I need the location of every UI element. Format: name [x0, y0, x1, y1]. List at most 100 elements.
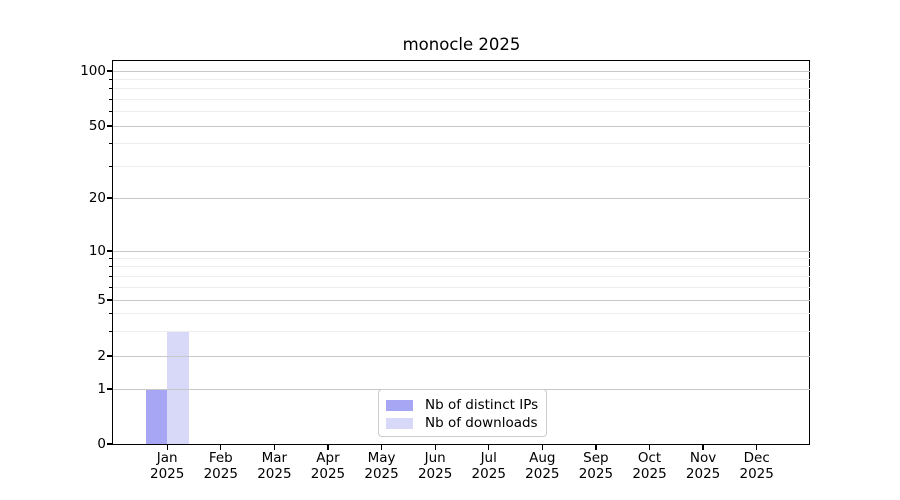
x-tick-month: Feb — [208, 450, 233, 466]
y-minor-tick-mark — [109, 111, 113, 113]
x-tick-month: Aug — [529, 450, 556, 466]
y-tick-label: 1 — [97, 381, 106, 397]
y-gridline-minor — [113, 266, 810, 268]
x-tick-mark — [541, 444, 543, 450]
x-tick-mark — [756, 444, 758, 450]
x-tick-label: Apr 2025 — [286, 450, 370, 482]
y-gridline-minor — [113, 286, 810, 288]
y-gridline-minor — [113, 313, 810, 315]
y-tick-label: 5 — [97, 292, 106, 308]
x-tick-year: 2025 — [578, 465, 614, 482]
y-minor-tick-mark — [109, 257, 113, 259]
y-tick-mark — [106, 388, 113, 390]
y-gridline-major — [113, 197, 810, 199]
x-tick-year: 2025 — [310, 465, 346, 482]
x-tick-month: Dec — [743, 450, 770, 466]
y-tick-label: 100 — [80, 63, 106, 79]
y-gridline-minor — [113, 78, 810, 80]
x-tick-mark — [273, 444, 276, 450]
x-tick-label: Oct 2025 — [608, 450, 692, 482]
x-tick-month: Nov — [689, 450, 717, 466]
ticks-layer — [106, 61, 810, 450]
y-minor-tick-mark — [109, 98, 113, 100]
x-tick-month: Jun — [424, 450, 446, 466]
y-tick-label: 0 — [97, 436, 106, 452]
x-tick-year: 2025 — [417, 465, 453, 482]
x-tick-year: 2025 — [257, 465, 292, 482]
bars-layer — [113, 61, 810, 444]
y-minor-tick-mark — [109, 165, 113, 167]
chart-title: monocle 2025 — [402, 35, 521, 54]
y-tick-label: 2 — [97, 348, 106, 364]
y-gridline-minor — [113, 88, 810, 90]
y-minor-tick-mark — [109, 330, 113, 332]
y-tick-label: 50 — [88, 118, 106, 134]
y-gridline-minor — [113, 330, 810, 332]
x-tick-label: Aug 2025 — [500, 450, 584, 482]
x-tick-year: 2025 — [150, 465, 185, 482]
y-gridline-major — [113, 70, 810, 72]
y-gridline-minor — [113, 111, 810, 113]
y-gridline-major — [113, 299, 810, 301]
y-gridline-major — [113, 125, 810, 127]
y-tick-mark — [106, 250, 113, 252]
y-minor-tick-mark — [109, 275, 113, 277]
y-gridline-major — [113, 250, 810, 252]
x-tick-month: Apr — [316, 450, 340, 466]
x-tick-mark — [166, 444, 168, 450]
y-tick-mark — [106, 125, 113, 127]
y-minor-tick-mark — [109, 266, 113, 268]
legend-item-downloads: Nb of downloads — [386, 415, 538, 431]
x-tick-mark — [595, 444, 597, 450]
plot-area — [106, 61, 810, 450]
x-tick-label: Feb 2025 — [179, 450, 263, 482]
legend-label-distinct-ips: Nb of distinct IPs — [425, 397, 539, 413]
y-minor-tick-mark — [109, 313, 113, 315]
x-tick-year: 2025 — [203, 465, 238, 482]
x-tick-label: Mar 2025 — [232, 450, 316, 482]
x-tick-label: May 2025 — [340, 450, 424, 482]
x-tick-mark — [702, 444, 704, 450]
legend: Nb of distinct IPs Nb of downloads — [378, 389, 547, 437]
y-minor-tick-mark — [109, 78, 113, 80]
y-gridline-minor — [113, 257, 810, 259]
y-tick-mark — [106, 299, 113, 301]
x-tick-year: 2025 — [685, 465, 721, 482]
x-tick-year: 2025 — [364, 465, 399, 482]
y-minor-tick-mark — [109, 88, 113, 90]
x-tick-mark — [220, 444, 222, 450]
y-minor-tick-mark — [109, 143, 113, 145]
x-tick-year: 2025 — [525, 465, 560, 482]
y-gridline-minor — [113, 165, 810, 167]
y-tick-mark — [106, 355, 113, 357]
x-tick-year: 2025 — [632, 465, 667, 482]
x-tick-mark — [434, 444, 436, 450]
x-tick-label: Dec 2025 — [715, 450, 799, 482]
x-tick-mark — [380, 444, 383, 450]
x-tick-month: Mar — [261, 450, 288, 466]
x-tick-year: 2025 — [739, 465, 774, 482]
y-tick-mark — [106, 197, 113, 199]
y-gridline-minor — [113, 98, 810, 100]
x-tick-label: Nov 2025 — [661, 450, 745, 482]
y-tick-mark — [106, 70, 113, 72]
legend-swatch-distinct-ips — [386, 399, 413, 411]
legend-label-downloads: Nb of downloads — [425, 415, 538, 431]
x-tick-label: Jan 2025 — [125, 450, 209, 482]
y-tick-mark — [106, 443, 113, 445]
y-tick-label: 10 — [88, 243, 106, 259]
x-tick-label: Sep 2025 — [554, 450, 638, 482]
x-tick-month: Jul — [480, 450, 497, 466]
x-tick-month: Jan — [156, 450, 178, 466]
legend-swatch-downloads — [386, 417, 413, 429]
x-tick-mark — [648, 444, 651, 450]
x-tick-label: Jun 2025 — [393, 450, 477, 482]
x-tick-year: 2025 — [471, 465, 506, 482]
x-tick-month: Sep — [583, 450, 609, 466]
y-minor-tick-mark — [109, 286, 113, 288]
x-tick-mark — [488, 444, 490, 450]
gridlines-layer — [113, 61, 810, 444]
bar-distinct-ips — [145, 389, 168, 444]
y-gridline-minor — [113, 275, 810, 277]
